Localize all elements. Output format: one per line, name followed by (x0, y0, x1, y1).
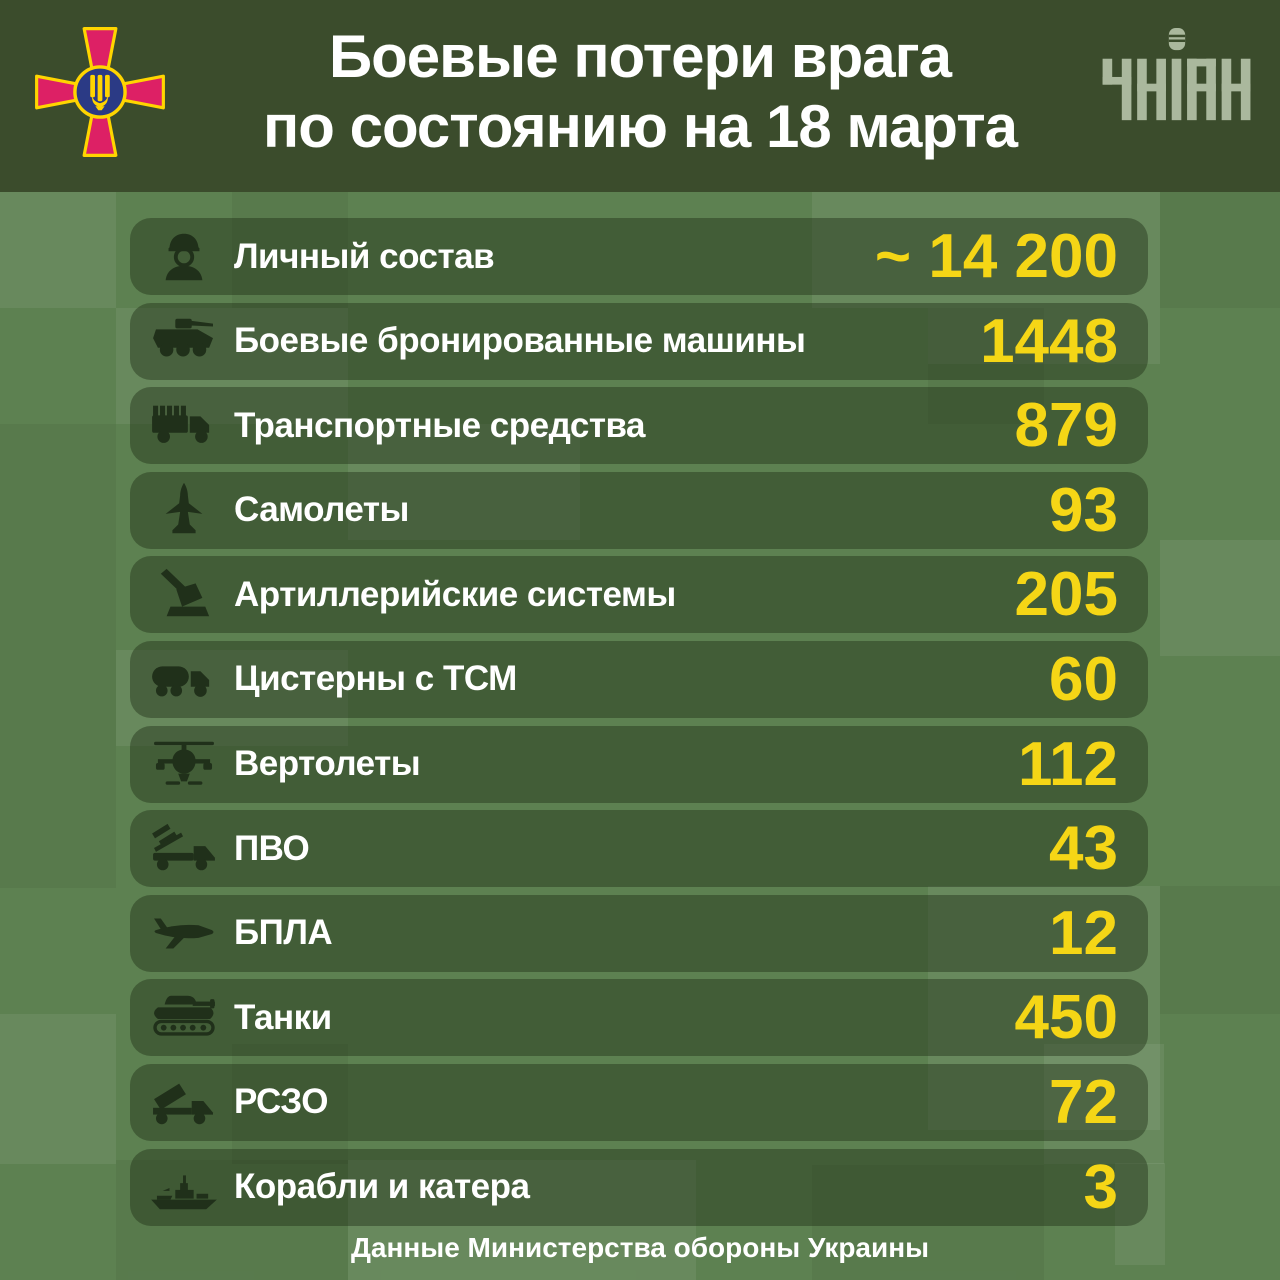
camo-patch (1160, 192, 1280, 308)
camo-patch (116, 308, 348, 424)
camo-patch (348, 1160, 696, 1280)
loss-label: Цистерны с ТСМ (234, 659, 517, 699)
camo-patch (232, 192, 348, 308)
loss-label: Артиллерийские системы (234, 574, 676, 614)
loss-label: РСЗО (234, 1082, 328, 1122)
loss-label: Боевые бронированные машины (234, 321, 806, 361)
ship-icon (148, 1157, 220, 1217)
source-note: Данные Министерства обороны Украины (350, 1232, 930, 1263)
artillery-icon (148, 565, 220, 625)
header: Боевые потери врага по состоянию на 18 м… (0, 0, 1280, 192)
camo-patch (0, 656, 116, 888)
camo-patch (812, 1165, 1044, 1280)
camo-patch (1115, 1163, 1165, 1265)
loss-label: ПВО (234, 828, 310, 868)
loss-row: Корабли и катера 3 (130, 1148, 1148, 1226)
page-title: Боевые потери врага по состоянию на 18 м… (185, 22, 1095, 162)
mlrs-icon (148, 1072, 220, 1132)
loss-row: Цистерны с ТСМ 60 (130, 640, 1148, 718)
loss-value: 112 (1017, 729, 1118, 799)
losses-list: Личный состав ~ 14 200 Боевые бронирован… (130, 218, 1148, 1233)
loss-row: Артиллерийские системы 205 (130, 556, 1148, 634)
loss-value: 879 (1014, 391, 1118, 461)
loss-label: Танки (234, 997, 332, 1037)
trident-icon (90, 74, 110, 111)
title-line-2: по состоянию на 18 марта (263, 93, 1018, 161)
loss-row: ПВО 43 (130, 810, 1148, 888)
loss-value: ~ 14 200 (874, 222, 1118, 291)
camo-patch (0, 1014, 116, 1164)
loss-value: 1448 (980, 306, 1118, 376)
title-line-1: Боевые потери врага (329, 23, 952, 90)
loss-row: Самолеты 93 (130, 471, 1148, 549)
loss-label: БПЛА (234, 913, 333, 953)
loss-value: 93 (1049, 475, 1118, 545)
loss-value: 205 (1014, 560, 1118, 630)
loss-row: Боевые бронированные машины 1448 (130, 302, 1148, 380)
camo-patch (232, 1044, 348, 1164)
camo-patch (928, 886, 1160, 1130)
truck-icon (148, 396, 220, 456)
loss-value: 3 (1083, 1152, 1118, 1222)
camo-patch (812, 192, 928, 308)
loss-value: 72 (1049, 1067, 1118, 1137)
loss-label: Вертолеты (234, 744, 421, 784)
loss-row: РСЗО 72 (130, 1063, 1148, 1141)
loss-row: БПЛА 12 (130, 894, 1148, 972)
camo-patch (1160, 540, 1280, 656)
air-defense-icon (148, 819, 220, 879)
camo-patch (0, 424, 116, 656)
soldier-icon (148, 227, 220, 287)
loss-label: Самолеты (234, 490, 409, 530)
microphone-icon (1168, 34, 1186, 43)
loss-row: Танки 450 (130, 979, 1148, 1057)
helicopter-icon (148, 734, 220, 794)
unian-logo (1102, 28, 1251, 121)
armed-forces-emblem (35, 27, 165, 157)
loss-value: 60 (1049, 644, 1118, 714)
fuel-tanker-icon (148, 649, 220, 709)
loss-label: Личный состав (234, 236, 495, 276)
loss-row: Вертолеты 112 (130, 725, 1148, 803)
jet-icon (148, 480, 220, 540)
apc-icon (148, 311, 220, 371)
loss-value: 450 (1014, 983, 1118, 1053)
loss-value: 43 (1049, 814, 1118, 884)
uav-icon (148, 903, 220, 963)
loss-label: Корабли и катера (234, 1167, 530, 1207)
loss-value: 12 (1049, 898, 1118, 968)
camo-patch (928, 192, 1160, 364)
loss-row: Личный состав ~ 14 200 (130, 218, 1148, 295)
camo-patch (116, 650, 348, 746)
camo-patch (1044, 1044, 1164, 1164)
tank-icon (148, 988, 220, 1048)
camo-patch (928, 308, 1044, 424)
camo-patch (116, 1160, 348, 1280)
camo-patch (1160, 886, 1280, 1014)
loss-row: Транспортные средства 879 (130, 387, 1148, 465)
loss-label: Транспортные средства (234, 405, 646, 445)
camo-patch (348, 424, 580, 540)
camo-patch (0, 192, 116, 308)
